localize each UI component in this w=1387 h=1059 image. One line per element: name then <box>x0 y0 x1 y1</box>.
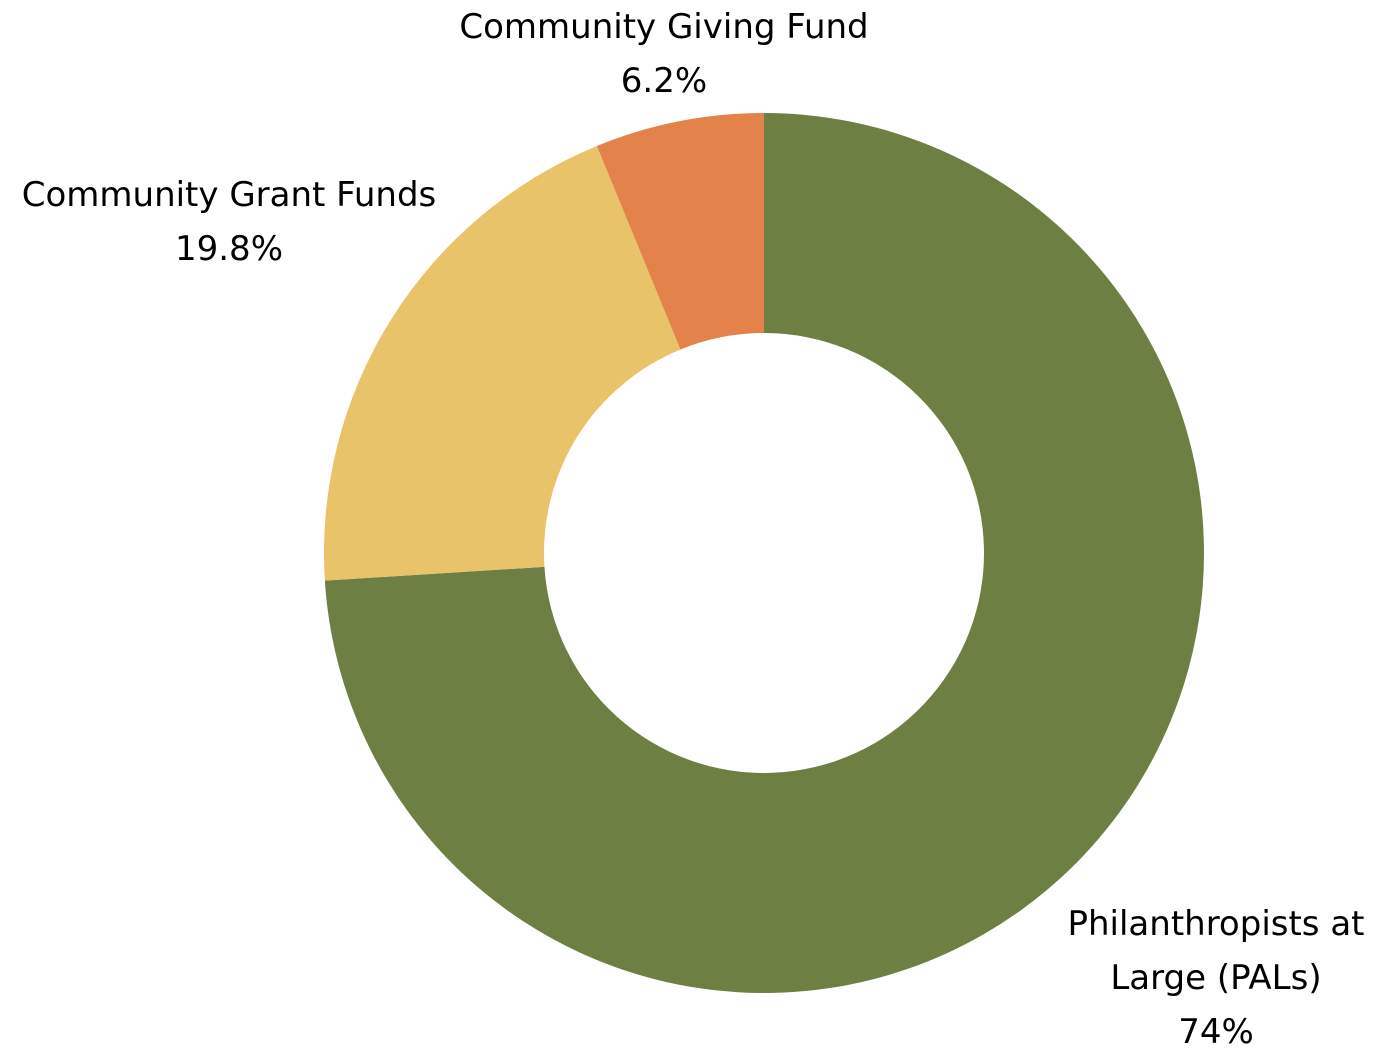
label-community-giving-fund-line-1: Community Giving Fund <box>459 7 869 47</box>
label-pals: Philanthropists at Large (PALs) 74% <box>1067 897 1364 1059</box>
slice-community-grant-funds <box>324 145 681 581</box>
label-community-grant-funds: Community Grant Funds 19.8% <box>22 168 437 276</box>
label-community-grant-funds-percent: 19.8% <box>174 229 283 269</box>
label-community-giving-fund-percent: 6.2% <box>620 61 708 101</box>
label-pals-line-1: Philanthropists at <box>1067 904 1365 944</box>
label-pals-percent: 74% <box>1178 1012 1254 1052</box>
label-community-grant-funds-line-1: Community Grant Funds <box>21 175 437 215</box>
label-community-giving-fund: Community Giving Fund 6.2% <box>459 0 868 108</box>
slice-philanthropists-at-large-pals <box>324 113 1204 993</box>
slice-community-giving-fund <box>596 113 764 350</box>
label-pals-line-2: Large (PALs) <box>1110 958 1322 998</box>
